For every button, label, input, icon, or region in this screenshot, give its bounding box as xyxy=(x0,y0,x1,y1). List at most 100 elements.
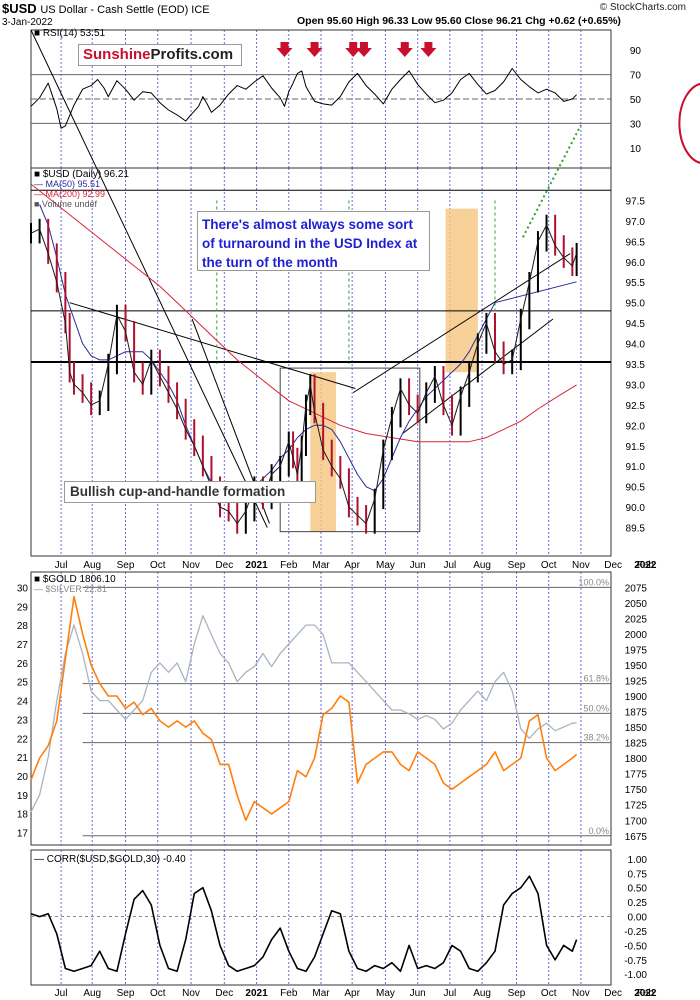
corr-tick-label: 1.00 xyxy=(628,855,648,866)
usd-xlabel: May xyxy=(376,560,395,571)
projection-line xyxy=(522,124,582,238)
usd-tick-label: 94.0 xyxy=(626,340,646,351)
gold-tick-label: 1950 xyxy=(625,661,648,672)
usd-tick-label: 96.0 xyxy=(626,258,646,269)
ma200-line xyxy=(30,183,577,443)
rsi-line xyxy=(30,68,577,129)
usd-tick-label: 93.0 xyxy=(626,380,646,391)
volume-label: ■ Volume undef xyxy=(34,199,97,209)
corr-xlabel: Feb xyxy=(637,988,655,999)
corr-tick-label: 0.25 xyxy=(628,898,648,909)
fib-label: 50.0% xyxy=(583,703,609,713)
fib-label: 0.0% xyxy=(588,826,609,836)
usd-tick-label: 97.5 xyxy=(626,196,646,207)
brand-part2: Profits.com xyxy=(150,46,234,63)
fib-label: 61.8% xyxy=(583,674,609,684)
gold-tick-label: 2050 xyxy=(625,599,648,610)
down-arrow-icon xyxy=(420,42,437,57)
silver-tick-label: 26 xyxy=(17,659,29,670)
corr-xlabel: Feb xyxy=(280,988,298,999)
chart-symbol: $USD US Dollar - Cash Settle (EOD) ICE xyxy=(2,1,210,16)
fib-label: 100.0% xyxy=(578,577,609,587)
corr-xlabel: Dec xyxy=(604,988,622,999)
price-line xyxy=(30,224,578,524)
usd-xlabel: Feb xyxy=(637,560,655,571)
usd-tick-label: 91.0 xyxy=(626,462,646,473)
brand-logo: SunshineProfits.com xyxy=(78,44,242,66)
usd-tick-label: 90.5 xyxy=(626,483,646,494)
silver-tick-label: 24 xyxy=(17,697,29,708)
silver-tick-label: 25 xyxy=(17,678,29,689)
down-arrow-icon xyxy=(396,42,413,57)
usd-xlabel: Apr xyxy=(344,560,360,571)
silver-tick-label: 28 xyxy=(17,621,29,632)
gold-tick-label: 1925 xyxy=(625,676,648,687)
down-arrow-icon xyxy=(345,42,362,57)
silver-tick-label: 17 xyxy=(17,829,29,840)
corr-xlabel: Oct xyxy=(150,988,166,999)
corr-xlabel: Sep xyxy=(508,988,526,999)
corr-tick-label: 0.50 xyxy=(628,884,648,895)
gold-tick-label: 1900 xyxy=(625,692,648,703)
usd-tick-label: 92.0 xyxy=(626,421,646,432)
corr-xlabel: Aug xyxy=(473,988,491,999)
usd-tick-label: 93.5 xyxy=(626,360,646,371)
rsi-tick-label: 50 xyxy=(630,95,642,106)
gold-tick-label: 1750 xyxy=(625,785,648,796)
usd-xlabel: Jun xyxy=(410,560,426,571)
ma200-label: — MA(200) 92.99 xyxy=(34,189,105,199)
symbol-description: US Dollar - Cash Settle (EOD) ICE xyxy=(40,4,210,16)
silver-line xyxy=(30,615,577,813)
panel-frame xyxy=(30,571,612,846)
corr-xlabel: Dec xyxy=(215,988,233,999)
corr-tick-label: -0.50 xyxy=(624,941,647,952)
usd-xlabel: Aug xyxy=(83,560,101,571)
usd-xlabel: 2022 xyxy=(634,560,657,571)
corr-xlabel: Jul xyxy=(55,988,68,999)
corr-xlabel: Nov xyxy=(182,988,200,999)
usd-xlabel: Dec xyxy=(215,560,233,571)
usd-xlabel: Oct xyxy=(541,560,557,571)
rsi-label: ■ RSI(14) 53.51 xyxy=(34,28,106,39)
usd-tick-label: 90.0 xyxy=(626,503,646,514)
gold-tick-label: 1775 xyxy=(625,770,648,781)
corr-tick-label: 0.00 xyxy=(628,913,648,924)
gold-tick-label: 2000 xyxy=(625,630,648,641)
corr-xlabel: 2021 xyxy=(245,988,268,999)
gold-tick-label: 1875 xyxy=(625,708,648,719)
trend-line xyxy=(352,253,571,394)
usd-tick-label: 89.5 xyxy=(626,524,646,535)
panel-frame xyxy=(30,849,612,986)
usd-xlabel: Sep xyxy=(117,560,135,571)
down-arrow-icon xyxy=(276,42,293,57)
usd-xlabel: Mar xyxy=(312,560,330,571)
silver-label: — $SILVER 22.81 xyxy=(34,584,107,594)
trend-line xyxy=(69,302,356,390)
gold-tick-label: 1675 xyxy=(625,832,648,843)
fib-label: 38.2% xyxy=(583,733,609,743)
usd-tick-label: 92.5 xyxy=(626,401,646,412)
credit: © StockCharts.com xyxy=(599,2,686,13)
corr-xlabel: Jul xyxy=(443,988,456,999)
gold-tick-label: 1725 xyxy=(625,801,648,812)
down-arrow-icon xyxy=(306,42,323,57)
usd-xlabel: Feb xyxy=(280,560,298,571)
ohlc-summary: Open 95.60 High 96.33 Low 95.60 Close 96… xyxy=(297,15,621,27)
usd-xlabel: 2021 xyxy=(245,560,268,571)
usd-xlabel: Nov xyxy=(572,560,590,571)
corr-xlabel: Apr xyxy=(344,988,360,999)
highlight-ellipse xyxy=(678,82,700,164)
corr-tick-label: 0.75 xyxy=(628,869,648,880)
usd-xlabel: Oct xyxy=(150,560,166,571)
silver-tick-label: 18 xyxy=(17,810,29,821)
rsi-tick-label: 70 xyxy=(630,71,642,82)
trend-line xyxy=(30,29,268,528)
corr-xlabel: Nov xyxy=(572,988,590,999)
corr-xlabel: Mar xyxy=(312,988,330,999)
ma50-label: — MA(50) 95.51 xyxy=(34,179,100,189)
corr-xlabel: Aug xyxy=(83,988,101,999)
silver-tick-label: 29 xyxy=(17,602,29,613)
chart-date: 3-Jan-2022 xyxy=(2,17,53,28)
corr-tick-label: -0.25 xyxy=(624,927,647,938)
